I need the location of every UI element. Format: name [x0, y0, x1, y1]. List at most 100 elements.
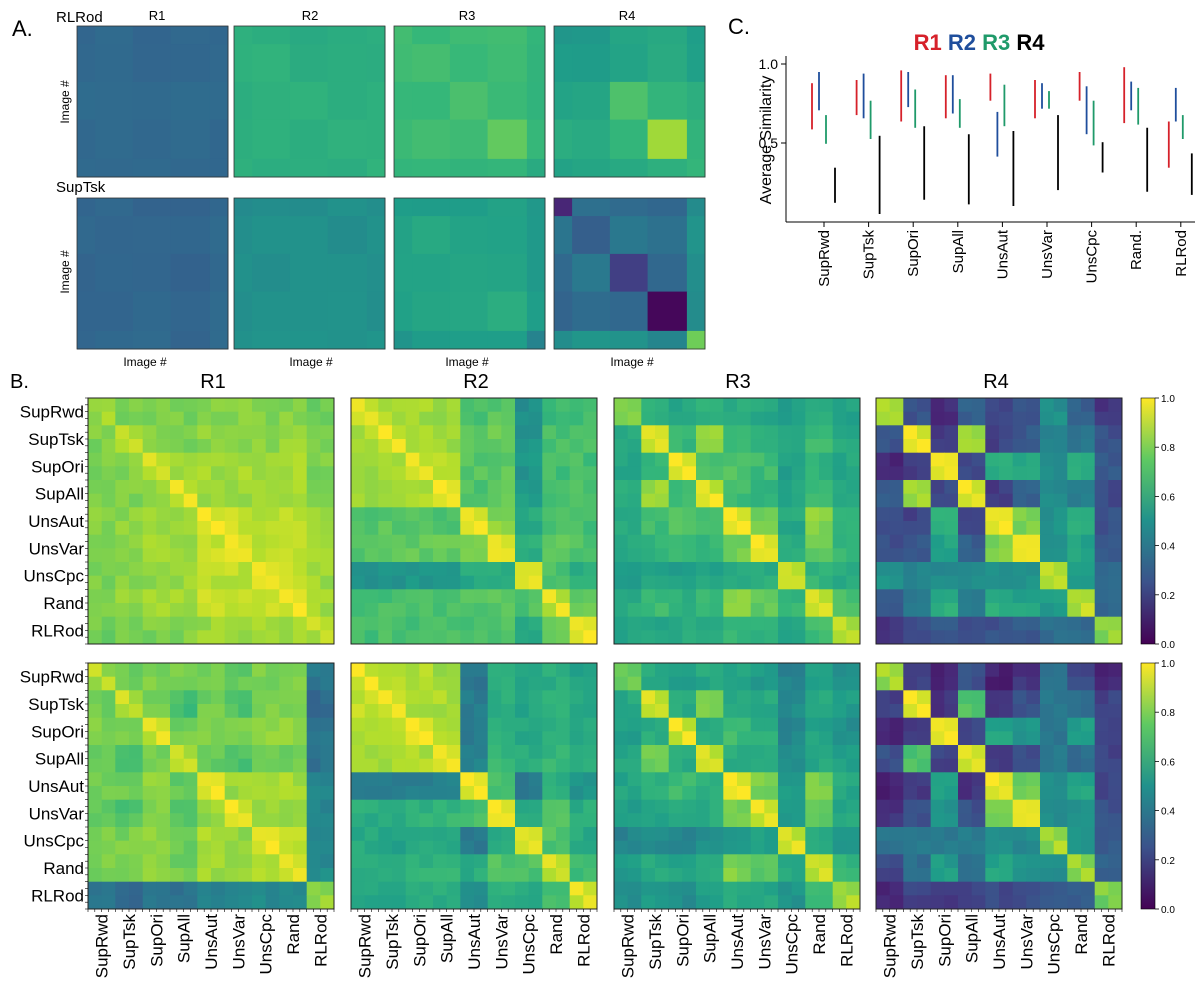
heatmap-cell	[501, 562, 516, 577]
heatmap-cell	[614, 676, 629, 691]
heatmap-cell	[88, 521, 103, 536]
heatmap-cell	[737, 507, 752, 522]
panel-b-row-category-labels: SupRwdSupTskSupOriSupAllUnsAutUnsVarUnsC…	[20, 397, 88, 910]
heatmap-cell	[627, 868, 642, 883]
heatmap-cell	[1012, 534, 1027, 549]
heatmap-cell	[889, 493, 904, 508]
heatmap-cell	[142, 717, 157, 732]
heatmap-cell	[641, 786, 656, 801]
heatmap-cell	[819, 589, 834, 604]
heatmap-cell	[696, 786, 711, 801]
heatmap-cell	[944, 827, 959, 842]
heatmap-cell	[183, 772, 198, 787]
heatmap-cell	[696, 630, 711, 645]
heatmap-cell	[474, 575, 489, 590]
heatmap-cell	[583, 466, 598, 481]
heatmap-cell	[433, 704, 448, 719]
heatmap-cell	[569, 548, 584, 563]
heatmap-cell	[351, 521, 366, 536]
heatmap-cell	[211, 676, 226, 691]
heatmap-cell	[778, 439, 793, 454]
heatmap-cell	[515, 772, 530, 787]
heatmap-cell	[556, 868, 571, 883]
heatmap-cell	[737, 603, 752, 618]
heatmap-cell	[1081, 868, 1096, 883]
heatmap-cell	[433, 717, 448, 732]
heatmap-cell	[709, 663, 724, 678]
heatmap-cell	[446, 589, 461, 604]
heatmap-cell	[279, 717, 294, 732]
heatmap-cell	[903, 827, 918, 842]
heatmap-cell	[846, 799, 861, 814]
heatmap-cell	[556, 575, 571, 590]
heatmap-cell	[515, 676, 530, 691]
heatmap-cell	[142, 799, 157, 814]
heatmap-cell	[999, 758, 1014, 773]
heatmap-cell	[696, 398, 711, 413]
panel-b-col-label-unsaut: UnsAut	[990, 914, 1009, 970]
heatmap-cell	[696, 466, 711, 481]
heatmap-cell	[101, 704, 116, 719]
heatmap-cell	[999, 868, 1014, 883]
heatmap-cell	[392, 425, 407, 440]
heatmap-cell	[682, 480, 697, 495]
heatmap-cell	[88, 398, 103, 413]
heatmap-cell	[737, 813, 752, 828]
panel-b-row-label-suprwd: SupRwd	[20, 403, 84, 422]
heatmap-cell	[306, 548, 321, 563]
heatmap-cell	[351, 398, 366, 413]
heatmap-cell	[542, 827, 557, 842]
heatmap-cell	[903, 758, 918, 773]
heatmap-cell	[583, 507, 598, 522]
heatmap-cell	[293, 786, 308, 801]
heatmap-cell	[999, 398, 1014, 413]
heatmap-cell	[832, 786, 847, 801]
heatmap-cell	[170, 676, 185, 691]
heatmap-cell	[958, 411, 973, 426]
heatmap-cell	[320, 799, 335, 814]
heatmap-cell	[876, 881, 891, 896]
heatmap-cell	[211, 745, 226, 760]
panel-b-heatmap-bottom-r4	[875, 662, 1123, 910]
heatmap-cell	[238, 881, 253, 896]
heatmap-cell	[903, 521, 918, 536]
heatmap-cell	[320, 772, 335, 787]
heatmap-cell	[556, 507, 571, 522]
heatmap-cell	[696, 881, 711, 896]
heatmap-cell	[930, 813, 945, 828]
heatmap-cell	[293, 717, 308, 732]
heatmap-cell	[115, 630, 130, 645]
heatmap-cell	[306, 881, 321, 896]
heatmap-cell	[487, 868, 502, 883]
heatmap-cell	[392, 895, 407, 910]
heatmap-cell	[917, 603, 932, 618]
panel-b-heatmap-top-r1	[87, 397, 335, 645]
heatmap-cell	[1012, 758, 1027, 773]
heatmap-cell	[115, 507, 130, 522]
heatmap-cell	[641, 521, 656, 536]
heatmap-cell	[1067, 731, 1082, 746]
heatmap-cell	[142, 745, 157, 760]
heatmap-cell	[293, 868, 308, 883]
heatmap-cell	[252, 717, 267, 732]
heatmap-cell	[412, 158, 451, 178]
heatmap-cell	[569, 466, 584, 481]
heatmap-cell	[101, 813, 116, 828]
heatmap-cell	[696, 690, 711, 705]
heatmap-cell	[764, 840, 779, 855]
panel-b-heatmap-bottom-r3	[613, 662, 861, 910]
heatmap-cell	[1067, 548, 1082, 563]
heatmap-cell	[433, 398, 448, 413]
heatmap-cell	[101, 731, 116, 746]
heatmap-cell	[265, 589, 280, 604]
heatmap-cell	[556, 717, 571, 732]
heatmap-cell	[583, 411, 598, 426]
heatmap-cell	[419, 786, 434, 801]
heatmap-cell	[668, 758, 683, 773]
heatmap-cell	[917, 507, 932, 522]
heatmap-cell	[944, 840, 959, 855]
heatmap-cell	[1012, 398, 1027, 413]
heatmap-cell	[917, 854, 932, 869]
heatmap-cell	[115, 616, 130, 631]
heatmap-cell	[971, 589, 986, 604]
